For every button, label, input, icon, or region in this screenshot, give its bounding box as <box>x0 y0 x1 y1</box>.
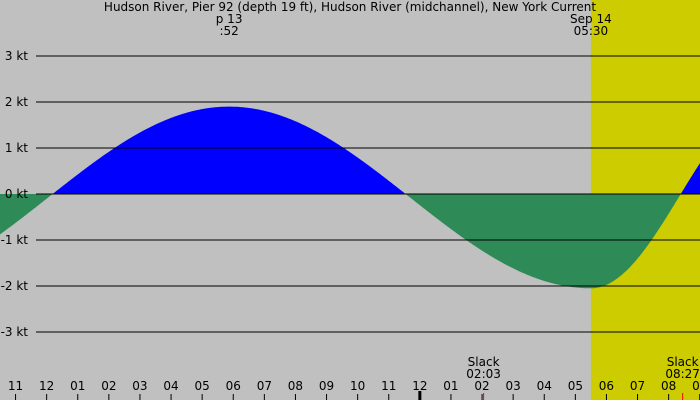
event-labels: Slack02:03Slack08:27Slack14:31Sla21:Mris… <box>466 355 700 400</box>
hour-label: 12 <box>39 379 54 393</box>
hour-label: 10 <box>350 379 365 393</box>
midnight-marker <box>418 391 422 400</box>
event-time-label: 02:03 <box>466 367 501 381</box>
event-time-label: 08:27 <box>665 367 700 381</box>
hour-label: 03 <box>132 379 147 393</box>
chart-title: Hudson River, Pier 92 (depth 19 ft), Hud… <box>104 0 596 14</box>
hour-label: 12 <box>412 379 427 393</box>
gridlines <box>36 55 700 333</box>
hour-label: 04 <box>163 379 178 393</box>
hour-label: 09 <box>692 379 700 393</box>
hour-label: 05 <box>195 379 210 393</box>
y-axis-labels: 3 kt 2 kt 1 kt 0 kt -1 kt -2 kt -3 kt <box>1 49 29 339</box>
hour-label: 07 <box>257 379 272 393</box>
hour-label: 07 <box>630 379 645 393</box>
y-tick-label: 3 kt <box>5 49 28 63</box>
y-tick-label: -2 kt <box>1 279 29 293</box>
hour-label: 05 <box>568 379 583 393</box>
hour-label: 02 <box>474 379 489 393</box>
current-areas <box>0 106 700 289</box>
extreme-date-label: p 13 <box>216 12 243 26</box>
event-label: Slack <box>468 355 500 369</box>
extreme-date-label: Sep 14 <box>570 12 612 26</box>
hour-label: 09 <box>319 379 334 393</box>
event-label: Slack <box>667 355 699 369</box>
hour-label: 01 <box>443 379 458 393</box>
y-tick-label: -3 kt <box>1 325 29 339</box>
y-tick-label: 1 kt <box>5 141 28 155</box>
hour-axis: 11 12 01 02 03 04 05 06 07 08 09 10 11 12 01 02 03 04 05 06… <box>8 379 700 400</box>
extreme-time-label: 05:30 <box>574 24 609 38</box>
y-tick-label: 2 kt <box>5 95 28 109</box>
hour-label: 01 <box>70 379 85 393</box>
flood-area <box>0 106 700 194</box>
hour-label: 11 <box>8 379 23 393</box>
hour-label: 06 <box>599 379 614 393</box>
hour-label: 06 <box>226 379 241 393</box>
hour-label: 03 <box>506 379 521 393</box>
extreme-time-label: :52 <box>219 24 238 38</box>
hour-label: 08 <box>288 379 303 393</box>
hour-label: 04 <box>537 379 552 393</box>
hour-label: 11 <box>381 379 396 393</box>
hour-label: 02 <box>101 379 116 393</box>
y-tick-label: -1 kt <box>1 233 29 247</box>
hour-label: 08 <box>661 379 676 393</box>
y-tick-label: 0 kt <box>5 187 28 201</box>
ebb-area <box>0 194 700 289</box>
